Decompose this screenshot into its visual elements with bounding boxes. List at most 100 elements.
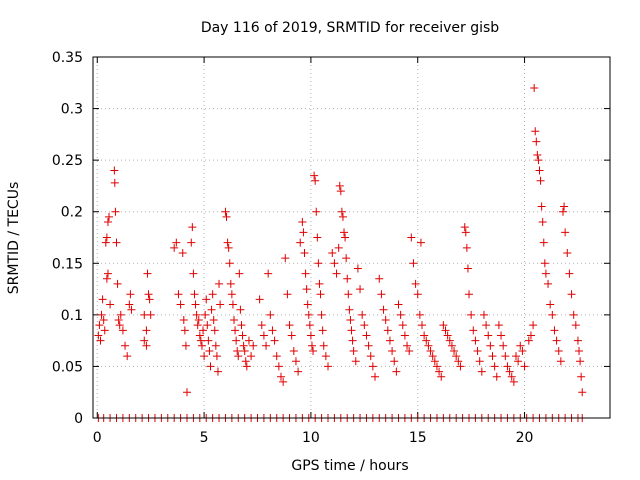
data-point bbox=[310, 171, 319, 180]
data-point bbox=[102, 233, 111, 242]
data-point bbox=[518, 346, 527, 355]
data-point bbox=[318, 326, 327, 335]
data-point bbox=[344, 290, 353, 299]
data-point bbox=[306, 331, 315, 340]
data-point bbox=[336, 187, 345, 196]
data-point bbox=[526, 331, 535, 340]
data-point bbox=[512, 352, 520, 361]
data-point bbox=[235, 269, 244, 278]
data-point bbox=[228, 300, 237, 309]
data-point bbox=[573, 336, 582, 345]
data-point bbox=[125, 300, 134, 309]
data-point bbox=[208, 290, 217, 299]
data-point bbox=[415, 310, 424, 319]
data-point bbox=[353, 264, 362, 273]
data-point bbox=[535, 166, 544, 175]
data-point bbox=[227, 290, 236, 299]
data-point bbox=[113, 279, 122, 288]
data-point bbox=[379, 305, 388, 314]
data-point bbox=[576, 357, 585, 366]
data-point bbox=[405, 346, 414, 355]
data-point bbox=[193, 321, 202, 330]
data-point bbox=[530, 83, 539, 92]
data-point bbox=[259, 331, 268, 340]
data-point bbox=[537, 202, 546, 211]
data-point bbox=[197, 341, 206, 350]
data-point bbox=[274, 362, 283, 371]
data-point bbox=[146, 310, 155, 319]
y-tick-label: 0.2 bbox=[61, 205, 83, 221]
data-point bbox=[529, 321, 538, 330]
data-point bbox=[244, 336, 253, 345]
data-point bbox=[463, 264, 472, 273]
data-point bbox=[381, 316, 390, 325]
data-point bbox=[524, 336, 533, 345]
data-point bbox=[312, 207, 321, 216]
data-point bbox=[300, 248, 309, 257]
data-point bbox=[475, 357, 484, 366]
data-point bbox=[409, 259, 418, 268]
data-point bbox=[183, 388, 191, 397]
data-point bbox=[294, 367, 303, 376]
data-point bbox=[313, 233, 322, 242]
data-point bbox=[509, 377, 518, 386]
data-point bbox=[230, 316, 238, 325]
data-point bbox=[505, 367, 514, 376]
data-point bbox=[118, 326, 127, 335]
data-point bbox=[532, 137, 541, 146]
data-point bbox=[190, 290, 199, 299]
data-point bbox=[257, 321, 266, 330]
data-point bbox=[176, 300, 185, 309]
data-point bbox=[95, 321, 104, 330]
data-point bbox=[565, 269, 574, 278]
data-point bbox=[385, 336, 394, 345]
data-point bbox=[233, 346, 242, 355]
data-point bbox=[200, 352, 209, 361]
data-point bbox=[544, 279, 553, 288]
data-point bbox=[236, 305, 245, 314]
data-point bbox=[237, 321, 246, 330]
data-point bbox=[371, 372, 379, 381]
data-point bbox=[110, 166, 119, 175]
data-point bbox=[456, 362, 465, 371]
data-point bbox=[426, 346, 435, 355]
data-point bbox=[225, 259, 234, 268]
data-point bbox=[484, 331, 493, 340]
data-point bbox=[346, 316, 355, 325]
data-point bbox=[390, 357, 399, 366]
data-point bbox=[309, 346, 318, 355]
data-point bbox=[143, 269, 152, 278]
data-point bbox=[407, 233, 416, 242]
data-point bbox=[264, 269, 273, 278]
data-point bbox=[349, 346, 358, 355]
y-tick-label: 0.1 bbox=[61, 308, 83, 324]
data-point bbox=[471, 336, 480, 345]
data-point bbox=[342, 254, 351, 263]
data-point bbox=[99, 316, 108, 325]
data-point bbox=[437, 372, 446, 381]
data-point bbox=[368, 362, 377, 371]
data-point bbox=[356, 285, 365, 294]
data-point bbox=[360, 321, 369, 330]
data-point bbox=[499, 341, 508, 350]
data-point bbox=[103, 269, 112, 278]
data-point bbox=[338, 212, 347, 221]
data-point bbox=[392, 367, 401, 376]
data-point bbox=[204, 336, 213, 345]
data-point bbox=[234, 352, 243, 361]
data-point bbox=[281, 254, 290, 263]
data-point bbox=[494, 321, 503, 330]
data-point bbox=[112, 238, 121, 247]
data-point bbox=[503, 362, 512, 371]
data-point bbox=[289, 346, 298, 355]
data-point bbox=[569, 310, 578, 319]
x-tick-label: 0 bbox=[93, 430, 102, 446]
data-point bbox=[272, 352, 281, 361]
data-point bbox=[202, 295, 211, 304]
data-point bbox=[302, 285, 311, 294]
data-point bbox=[490, 362, 499, 371]
data-point bbox=[319, 341, 328, 350]
data-point bbox=[303, 300, 312, 309]
data-point bbox=[335, 181, 344, 190]
data-point bbox=[172, 238, 181, 247]
